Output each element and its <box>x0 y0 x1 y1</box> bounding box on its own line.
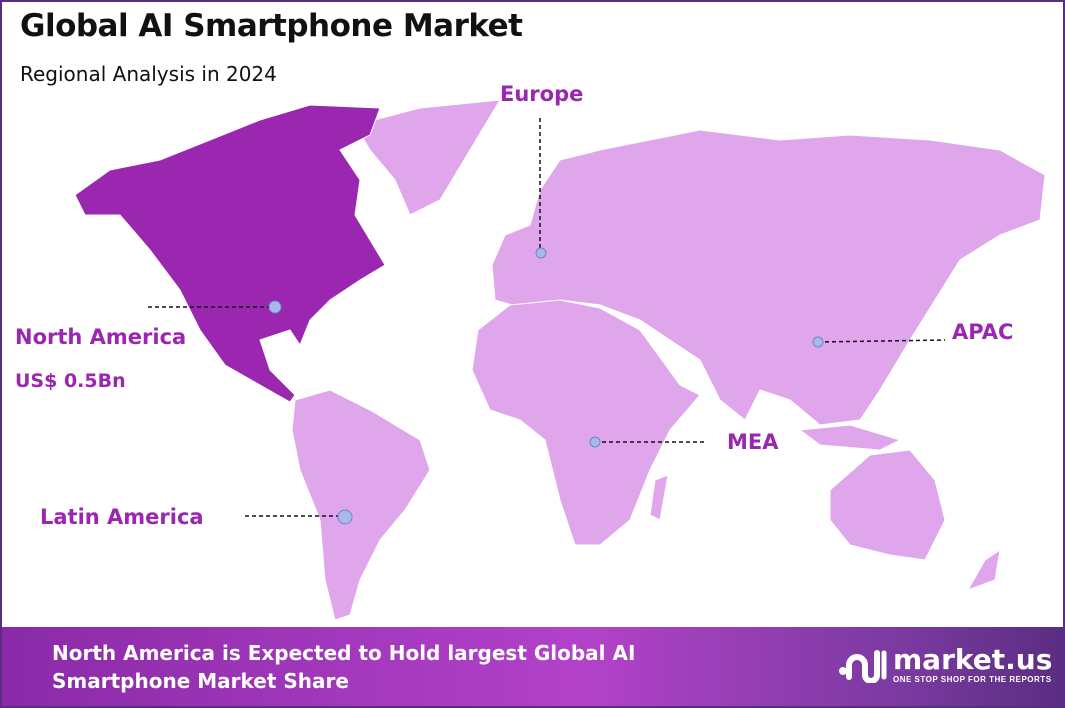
value-north-america: US$ 0.5Bn <box>15 370 126 392</box>
label-latin-america: Latin America <box>40 505 204 529</box>
logo-name: market.us <box>893 643 1053 676</box>
marker-apac <box>812 336 824 348</box>
market-us-logo-icon <box>839 650 887 683</box>
footer-banner: North America is Expected to Hold larges… <box>2 627 1063 706</box>
label-mea: MEA <box>727 430 779 454</box>
page-title: Global AI Smartphone Market <box>20 8 523 44</box>
eurasia <box>491 129 1046 426</box>
marker-north-america <box>268 300 282 314</box>
label-north-america: North America <box>15 325 187 349</box>
australia <box>829 449 946 561</box>
market-us-logo: market.us ONE STOP SHOP FOR THE REPORTS <box>837 645 1052 685</box>
africa <box>471 299 701 546</box>
madagascar <box>649 474 669 521</box>
footer-text: North America is Expected to Hold larges… <box>52 641 636 693</box>
marker-mea <box>589 436 601 448</box>
greenland <box>354 99 501 216</box>
logo-tagline: ONE STOP SHOP FOR THE REPORTS <box>893 675 1052 684</box>
page-subtitle: Regional Analysis in 2024 <box>20 62 277 86</box>
marker-europe <box>535 247 547 259</box>
label-europe: Europe <box>500 82 584 106</box>
marker-latin-america <box>337 509 353 525</box>
leader-apac <box>817 339 946 343</box>
north-america <box>74 104 386 403</box>
label-apac: APAC <box>952 320 1014 344</box>
indonesia <box>798 424 902 451</box>
south-america <box>291 389 431 621</box>
new-zealand <box>966 548 1001 591</box>
